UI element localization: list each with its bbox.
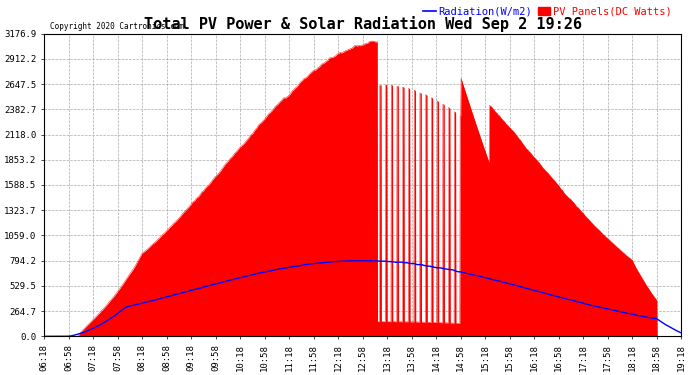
Text: Copyright 2020 Cartronics.com: Copyright 2020 Cartronics.com (50, 22, 184, 31)
Title: Total PV Power & Solar Radiation Wed Sep 2 19:26: Total PV Power & Solar Radiation Wed Sep… (144, 16, 582, 33)
Legend: Radiation(W/m2), PV Panels(DC Watts): Radiation(W/m2), PV Panels(DC Watts) (419, 3, 676, 21)
